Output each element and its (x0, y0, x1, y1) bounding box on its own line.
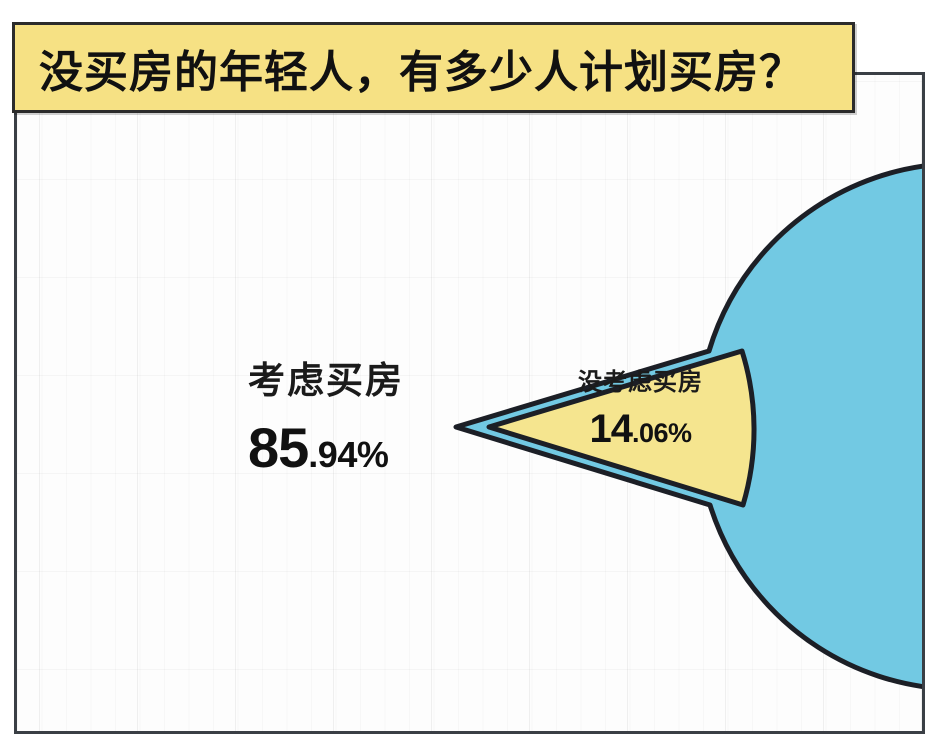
pie-chart (17, 75, 922, 731)
pie-chart-svg (453, 163, 922, 689)
title-banner: 没买房的年轻人，有多少人计划买房？ (12, 22, 855, 113)
pie-slice-not-considering-buying[interactable] (486, 348, 757, 508)
page-title: 没买房的年轻人，有多少人计划买房？ (39, 46, 804, 98)
